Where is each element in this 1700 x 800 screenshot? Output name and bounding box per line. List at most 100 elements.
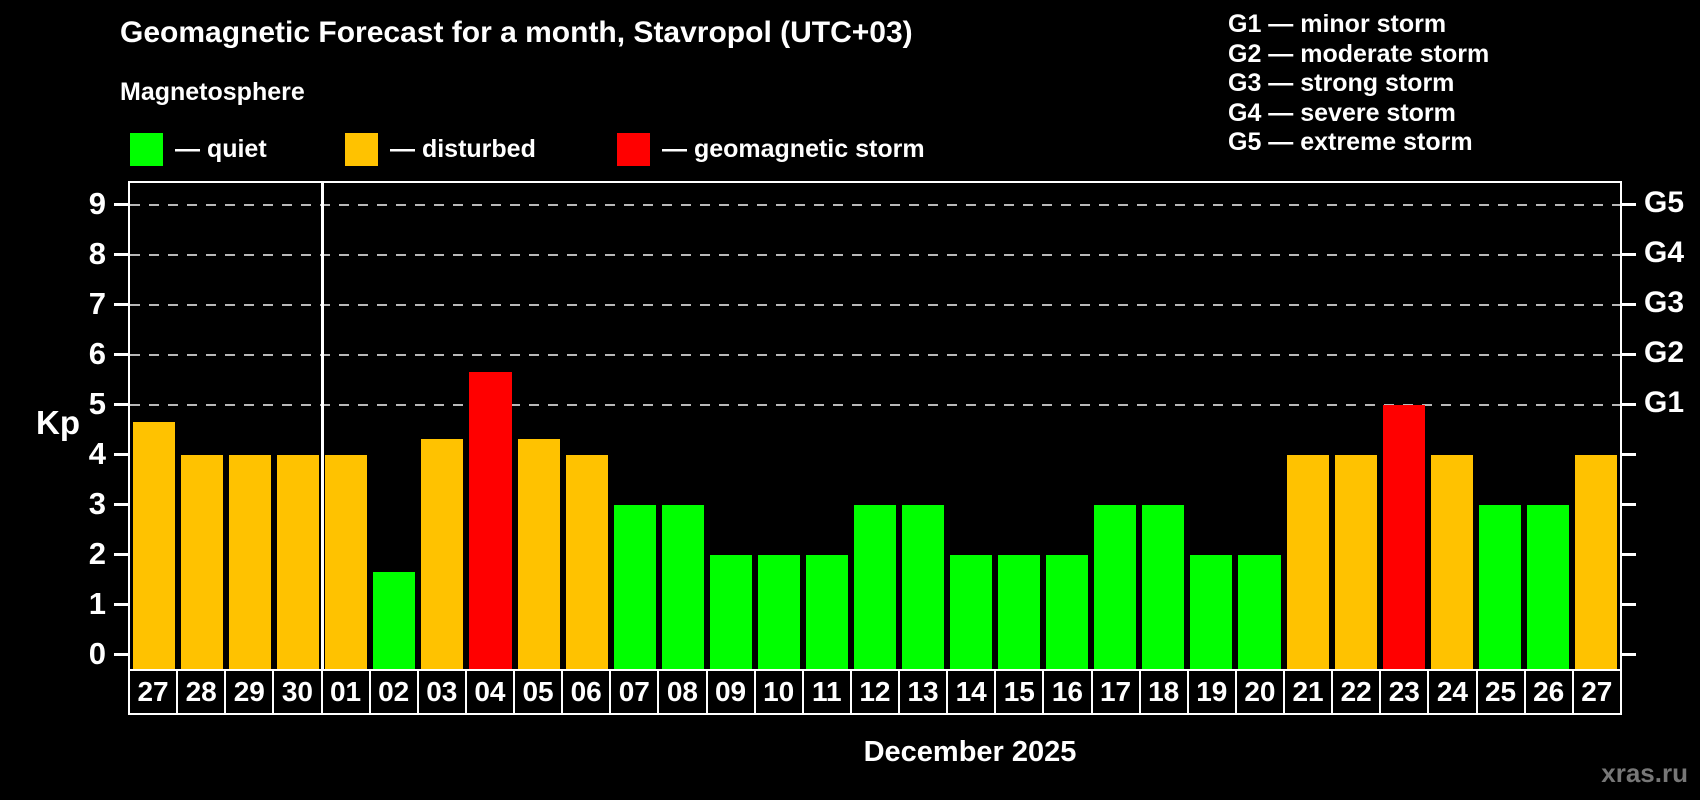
storm-scale-line-g3: G3 — strong storm bbox=[1228, 69, 1455, 98]
kp-bar bbox=[325, 455, 368, 670]
kp-bar bbox=[998, 555, 1041, 670]
chart-title: Geomagnetic Forecast for a month, Stavro… bbox=[120, 16, 913, 49]
legend-label-storm: — geomagnetic storm bbox=[662, 134, 925, 163]
y-tick-label-5: 5 bbox=[88, 386, 106, 421]
y-tick-label-9: 9 bbox=[88, 186, 106, 221]
date-cell-8: 04 bbox=[464, 669, 515, 715]
date-cell-5: 01 bbox=[320, 669, 371, 715]
right-tick-kp2 bbox=[1622, 553, 1636, 556]
left-tick-kp3 bbox=[114, 503, 128, 506]
month-separator bbox=[320, 183, 324, 670]
kp-bar bbox=[1478, 505, 1521, 670]
kp-bar bbox=[950, 555, 993, 670]
date-cell-13: 09 bbox=[705, 669, 756, 715]
kp-bar bbox=[853, 505, 897, 670]
left-tick-kp9 bbox=[114, 203, 128, 206]
right-tick-kp8 bbox=[1622, 253, 1636, 256]
left-tick-kp6 bbox=[114, 353, 128, 356]
kp-bar bbox=[661, 505, 704, 670]
disturbed-color-swatch-icon bbox=[345, 132, 378, 166]
g-level-label-g2: G2 bbox=[1644, 336, 1685, 369]
kp-bar bbox=[902, 505, 945, 670]
kp-bar bbox=[421, 438, 464, 670]
y-tick-label-7: 7 bbox=[88, 286, 106, 321]
date-cell-30: 26 bbox=[1523, 669, 1574, 715]
g-level-label-g3: G3 bbox=[1644, 286, 1685, 319]
date-cell-24: 20 bbox=[1234, 669, 1285, 715]
legend-item-storm: — geomagnetic storm bbox=[617, 132, 925, 166]
watermark: xras.ru bbox=[1601, 758, 1688, 788]
date-cell-17: 13 bbox=[898, 669, 949, 715]
date-cell-19: 15 bbox=[994, 669, 1045, 715]
kp-bar bbox=[133, 421, 176, 670]
date-cell-3: 29 bbox=[224, 669, 275, 715]
plot-area bbox=[128, 181, 1622, 670]
date-cell-18: 14 bbox=[946, 669, 997, 715]
y-tick-label-6: 6 bbox=[88, 336, 106, 371]
date-cell-1: 27 bbox=[128, 669, 179, 715]
y-tick-label-4: 4 bbox=[88, 436, 106, 471]
left-tick-kp2 bbox=[114, 553, 128, 556]
date-cell-2: 28 bbox=[176, 669, 227, 715]
gridline-kp6 bbox=[130, 354, 1620, 356]
date-cell-31: 27 bbox=[1571, 669, 1622, 715]
date-cell-29: 25 bbox=[1475, 669, 1526, 715]
left-tick-kp0 bbox=[114, 653, 128, 656]
date-cell-21: 17 bbox=[1090, 669, 1141, 715]
right-tick-kp7 bbox=[1622, 303, 1636, 306]
right-tick-kp5 bbox=[1622, 403, 1636, 406]
storm-color-swatch-icon bbox=[617, 132, 650, 166]
date-cell-6: 02 bbox=[368, 669, 419, 715]
storm-scale-line-g2: G2 — moderate storm bbox=[1228, 39, 1490, 68]
storm-scale-legend: G1 — minor storm G2 — moderate storm G3 — … bbox=[1228, 10, 1489, 158]
legend-item-quiet: — quiet bbox=[130, 132, 267, 166]
kp-bar bbox=[1142, 505, 1185, 670]
kp-bar bbox=[1574, 455, 1617, 670]
kp-bar bbox=[277, 455, 320, 670]
left-tick-kp8 bbox=[114, 253, 128, 256]
y-tick-label-3: 3 bbox=[88, 486, 106, 521]
date-cell-9: 05 bbox=[513, 669, 564, 715]
right-tick-kp1 bbox=[1622, 603, 1636, 606]
date-cell-25: 21 bbox=[1283, 669, 1334, 715]
date-cell-20: 16 bbox=[1042, 669, 1093, 715]
gridline-kp5 bbox=[130, 404, 1620, 406]
legend-label-disturbed: — disturbed bbox=[390, 134, 536, 163]
right-tick-kp6 bbox=[1622, 353, 1636, 356]
kp-bar bbox=[1046, 555, 1089, 670]
right-tick-kp0 bbox=[1622, 653, 1636, 656]
date-cell-4: 30 bbox=[272, 669, 323, 715]
kp-bar bbox=[565, 455, 608, 670]
date-cell-26: 22 bbox=[1331, 669, 1382, 715]
y-tick-label-0: 0 bbox=[88, 636, 106, 671]
date-cell-27: 23 bbox=[1379, 669, 1430, 715]
g-level-label-g5: G5 bbox=[1644, 186, 1685, 219]
kp-bar bbox=[1094, 505, 1137, 670]
date-cell-14: 10 bbox=[753, 669, 804, 715]
quiet-color-swatch-icon bbox=[130, 132, 163, 166]
date-cell-15: 11 bbox=[801, 669, 852, 715]
kp-bar bbox=[517, 438, 560, 670]
g-level-label-g4: G4 bbox=[1644, 236, 1685, 269]
y-axis-label: Kp bbox=[36, 404, 80, 441]
kp-bar bbox=[1382, 405, 1425, 670]
date-cell-11: 07 bbox=[609, 669, 660, 715]
left-tick-kp1 bbox=[114, 603, 128, 606]
kp-bar bbox=[805, 555, 848, 670]
kp-bar bbox=[469, 371, 512, 670]
kp-bar bbox=[613, 505, 656, 670]
kp-bar bbox=[373, 571, 416, 670]
kp-bar bbox=[1190, 555, 1233, 670]
legend-item-disturbed: — disturbed bbox=[345, 132, 536, 166]
g-level-label-g1: G1 bbox=[1644, 386, 1685, 419]
kp-bar bbox=[1238, 555, 1281, 670]
month-label: December 2025 bbox=[863, 736, 1077, 768]
kp-bar bbox=[1334, 455, 1377, 670]
date-cell-22: 18 bbox=[1138, 669, 1189, 715]
kp-bar bbox=[229, 455, 272, 670]
right-tick-kp4 bbox=[1622, 453, 1636, 456]
magnetosphere-legend-title: Magnetosphere bbox=[120, 78, 305, 106]
date-cell-10: 06 bbox=[561, 669, 612, 715]
kp-bar bbox=[709, 555, 752, 670]
